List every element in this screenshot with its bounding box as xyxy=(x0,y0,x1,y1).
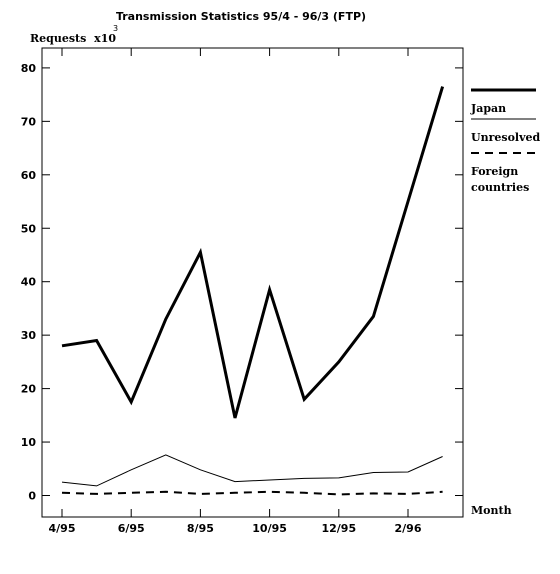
legend-label: Japan xyxy=(470,102,506,115)
y-tick-label: 70 xyxy=(21,115,37,128)
chart-title: Transmission Statistics 95/4 - 96/3 (FTP… xyxy=(116,10,366,23)
x-tick-label: 12/95 xyxy=(321,522,356,535)
y-axis-exponent: 3 xyxy=(113,24,118,33)
x-tick-label: 2/96 xyxy=(395,522,422,535)
y-tick-label: 10 xyxy=(21,436,37,449)
y-tick-label: 0 xyxy=(28,490,36,503)
y-tick-label: 60 xyxy=(21,169,37,182)
x-tick-label: 8/95 xyxy=(187,522,214,535)
y-tick-label: 20 xyxy=(21,383,37,396)
y-axis-multiplier: x10 xyxy=(94,32,116,45)
y-tick-label: 40 xyxy=(21,276,37,289)
y-tick-label: 50 xyxy=(21,222,37,235)
y-axis-label-text: Requests xyxy=(30,32,86,45)
x-axis-label: Month xyxy=(471,504,512,517)
legend-label: Foreign xyxy=(471,165,518,178)
y-axis: 0 10 20 30 40 50 60 70 80 xyxy=(21,62,463,503)
plot-frame xyxy=(41,47,464,518)
x-tick-label: 6/95 xyxy=(118,522,145,535)
series-line-unresolved xyxy=(61,454,443,487)
y-tick-label: 30 xyxy=(21,329,37,342)
x-axis: 4/95 6/95 8/95 10/95 12/95 2/96 xyxy=(49,48,422,535)
series-line-japan xyxy=(61,86,445,419)
legend-label: Unresolved xyxy=(471,131,540,144)
legend-label: countries xyxy=(471,181,529,194)
y-tick-label: 80 xyxy=(21,62,37,75)
series-lines xyxy=(61,86,445,496)
x-tick-label: 4/95 xyxy=(49,522,76,535)
y-axis-label: Requests x10 xyxy=(30,32,116,45)
x-tick-label: 10/95 xyxy=(252,522,287,535)
series-line-foreign-countries xyxy=(61,490,443,496)
legend: Japan Unresolved Foreign countries xyxy=(470,88,540,194)
